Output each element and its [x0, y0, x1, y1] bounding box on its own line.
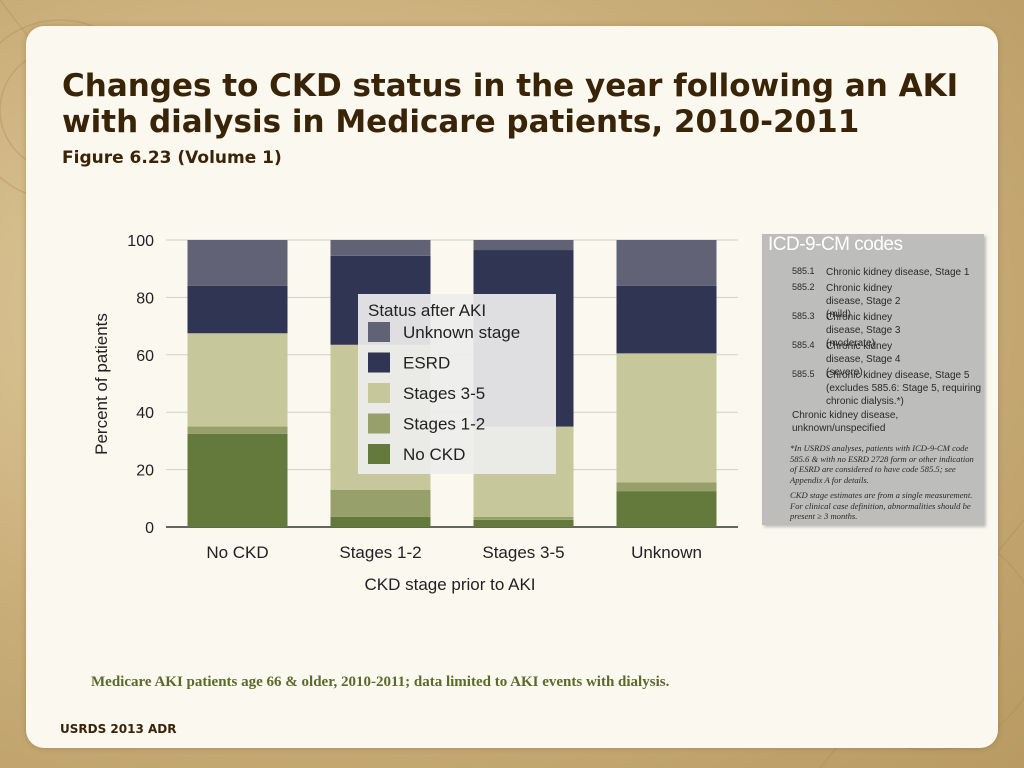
footer-source: USRDS 2013 ADR: [60, 722, 177, 736]
code-description: Chronic kidney disease, Stage 4 (severe): [826, 341, 901, 378]
legend-label: No CKD: [403, 445, 465, 464]
slide-title: Changes to CKD status in the year follow…: [62, 68, 959, 140]
code-number: 585.2: [792, 282, 815, 292]
legend-box: [358, 294, 556, 474]
legend-label: Stages 3-5: [403, 384, 485, 403]
bar-segment: [616, 240, 717, 286]
x-tick-label: Unknown: [631, 543, 702, 562]
legend-label: Unknown stage: [403, 323, 520, 342]
y-tick-label: 60: [136, 348, 154, 365]
bar-segment: [187, 240, 288, 286]
code-number: 585.3: [792, 311, 815, 321]
icd-codes-title: ICD-9-CM codes: [768, 234, 903, 255]
y-tick-label: 100: [127, 233, 154, 250]
bar-segment: [187, 433, 288, 527]
bar-segment: [473, 240, 574, 251]
y-tick-label: 0: [145, 520, 154, 537]
code-description: Chronic kidney disease, Stage 3 (moderat…: [826, 312, 901, 349]
icd-codes-panel: ICD-9-CM codes 585.1 Chronic kidney dise…: [762, 234, 984, 525]
legend-swatch: [368, 383, 390, 403]
x-tick-label: Stages 3-5: [482, 543, 564, 562]
bar-segment: [187, 285, 288, 334]
figure-subtitle: Figure 6.23 (Volume 1): [62, 148, 282, 168]
bar-segment: [473, 516, 574, 520]
y-tick-label: 40: [136, 405, 154, 422]
bar-segment: [616, 482, 717, 492]
y-tick-label: 80: [136, 290, 154, 307]
legend-swatch: [368, 444, 390, 464]
code-number: 585.5: [792, 369, 815, 379]
bar-segment: [616, 353, 717, 483]
x-tick-label: No CKD: [206, 543, 268, 562]
bar-segment: [330, 516, 431, 527]
y-axis-title: Percent of patients: [92, 313, 111, 455]
codes-footnote: CKD stage estimates are from a single me…: [790, 490, 973, 522]
legend-title: Status after AKI: [368, 301, 486, 320]
code-description: Chronic kidney disease, unknown/unspecif…: [792, 410, 899, 434]
x-axis-title: CKD stage prior to AKI: [364, 575, 535, 594]
legend-swatch: [368, 322, 390, 342]
legend-swatch: [368, 413, 390, 434]
x-tick-label: Stages 1-2: [339, 543, 421, 562]
bar-segment: [330, 240, 431, 256]
codes-footnote: *In USRDS analyses, patients with ICD-9-…: [790, 443, 974, 485]
code-description: Chronic kidney disease, Stage 2 (mild): [826, 283, 901, 320]
legend-swatch: [368, 352, 390, 373]
bar-segment: [187, 333, 288, 427]
code-description: Chronic kidney disease, Stage 5 (exclude…: [826, 370, 982, 407]
code-number: 585.1: [792, 266, 815, 276]
bar-segment: [187, 426, 288, 434]
data-note: Medicare AKI patients age 66 & older, 20…: [91, 674, 670, 690]
bar-segment: [616, 285, 717, 354]
bar-segment: [616, 491, 717, 527]
code-description: Chronic kidney disease, Stage 1: [826, 267, 970, 278]
legend-label: ESRD: [403, 354, 450, 373]
code-number: 585.4: [792, 340, 815, 350]
bar-segment: [330, 489, 431, 517]
legend-label: Stages 1-2: [403, 415, 485, 434]
bar-segment: [473, 519, 574, 527]
y-tick-label: 20: [136, 463, 154, 480]
